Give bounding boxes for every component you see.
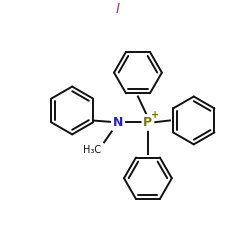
Text: P: P	[143, 116, 152, 129]
Text: H₃C: H₃C	[83, 145, 101, 155]
Text: N: N	[113, 116, 123, 129]
Text: I: I	[116, 2, 120, 16]
Text: +: +	[151, 110, 159, 120]
